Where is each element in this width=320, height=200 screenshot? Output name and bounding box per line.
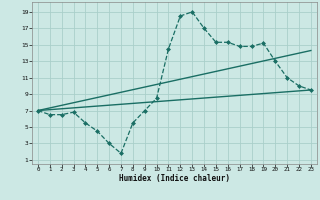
X-axis label: Humidex (Indice chaleur): Humidex (Indice chaleur) bbox=[119, 174, 230, 183]
